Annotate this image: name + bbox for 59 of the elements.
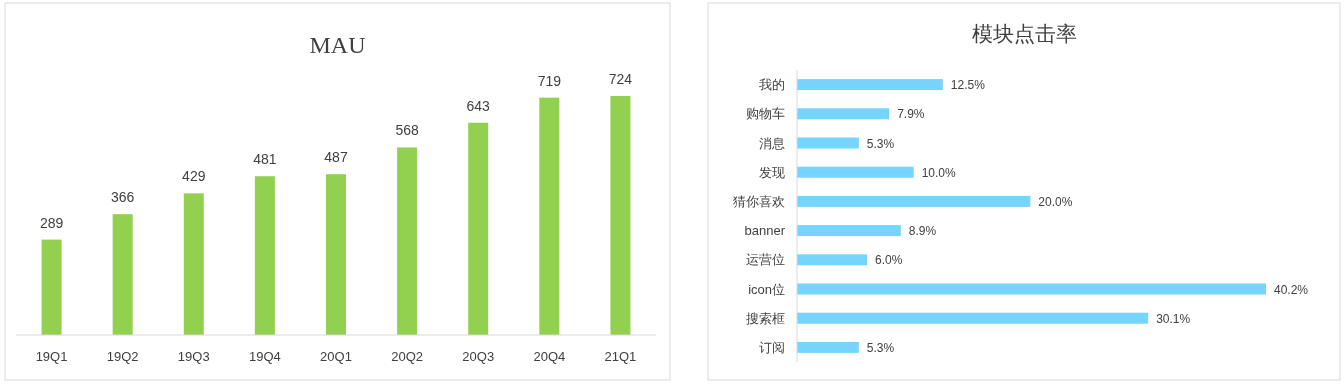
y-tick-label: 消息	[759, 135, 785, 151]
x-tick-label: 19Q2	[106, 349, 139, 364]
y-tick-label: icon位	[748, 281, 785, 297]
x-tick-label: 20Q4	[533, 349, 566, 364]
data-label: 6.0%	[875, 253, 903, 268]
bar	[797, 79, 943, 91]
data-label: 643	[466, 97, 491, 114]
x-tick-label: 21Q1	[604, 349, 637, 364]
chart-title: 模块点击率	[971, 22, 1077, 45]
y-tick-label: 发现	[759, 164, 785, 180]
bar	[797, 108, 890, 120]
x-tick-label: 20Q1	[320, 349, 352, 364]
data-label: 30.1%	[1156, 311, 1191, 326]
bar	[326, 174, 346, 335]
x-tick-label: 19Q1	[35, 349, 68, 364]
data-label: 10.0%	[921, 165, 957, 180]
x-tick-label: 19Q3	[177, 349, 210, 364]
bar	[797, 283, 1266, 295]
data-label: 481	[253, 151, 277, 168]
bar	[797, 341, 859, 353]
data-label: 719	[537, 72, 562, 89]
data-label: 5.3%	[866, 136, 895, 151]
bar	[797, 137, 859, 149]
chart-title: MAU	[309, 32, 366, 58]
data-label: 487	[324, 149, 348, 166]
data-label: 429	[182, 168, 206, 185]
data-label: 366	[110, 189, 135, 206]
data-label: 289	[39, 214, 64, 231]
data-label: 40.2%	[1274, 282, 1309, 297]
x-tick-label: 19Q4	[248, 349, 281, 364]
bar	[797, 195, 1031, 207]
data-label: 20.0%	[1038, 194, 1073, 209]
x-tick-label: 20Q2	[391, 349, 424, 364]
data-label: 7.9%	[897, 107, 925, 122]
data-label: 568	[395, 122, 419, 139]
data-label: 8.9%	[908, 224, 937, 239]
bar	[254, 176, 275, 335]
y-tick-label: 运营位	[746, 252, 785, 268]
data-label: 5.3%	[866, 340, 895, 355]
bar	[797, 312, 1149, 324]
data-label: 724	[608, 71, 633, 87]
y-tick-label: 订阅	[759, 339, 785, 355]
bar	[797, 225, 901, 237]
bar	[397, 147, 418, 335]
bar	[112, 214, 133, 335]
y-tick-label: 购物车	[746, 106, 785, 122]
y-tick-label: 猜你喜欢	[733, 193, 785, 209]
bar	[468, 122, 489, 335]
bar	[797, 166, 914, 178]
bar	[797, 254, 867, 266]
bar	[41, 239, 62, 335]
bar	[183, 193, 204, 335]
bar	[610, 96, 631, 335]
x-tick-label: 20Q3	[462, 349, 495, 364]
bar	[539, 97, 560, 335]
y-tick-label: 我的	[759, 77, 785, 93]
y-tick-label: banner	[744, 223, 786, 239]
data-label: 12.5%	[950, 78, 986, 93]
y-tick-label: 搜索框	[746, 310, 785, 326]
